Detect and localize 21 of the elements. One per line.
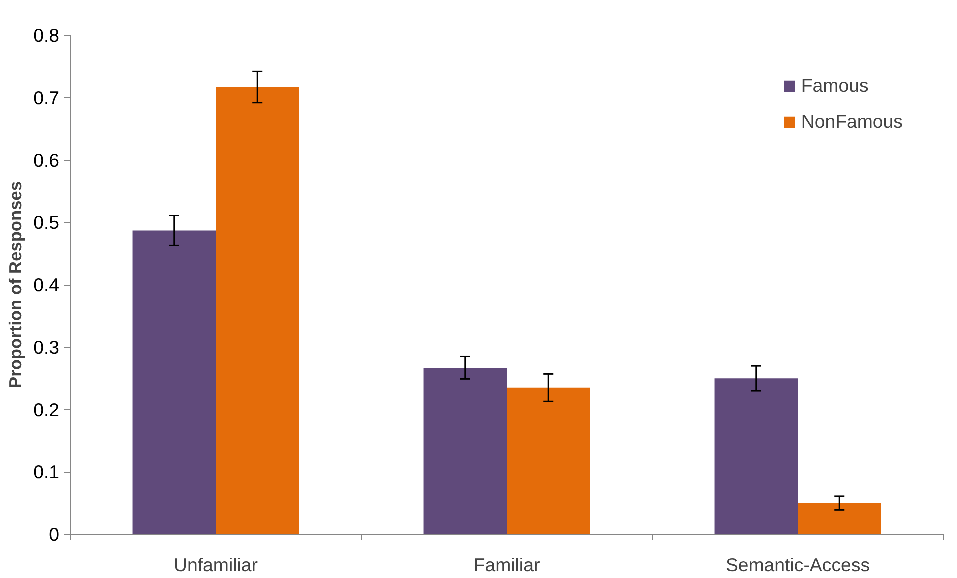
y-tick-label: 0 <box>49 524 60 545</box>
x-tick-label: Semantic-Access <box>726 554 870 576</box>
y-tick-label: 0.8 <box>34 25 60 46</box>
y-tick-label: 0.6 <box>34 150 60 171</box>
bar <box>424 368 507 534</box>
x-tick-label: Familiar <box>474 554 540 576</box>
bar <box>798 503 882 534</box>
y-tick-label: 0.5 <box>34 212 60 234</box>
legend-label: NonFamous <box>801 111 903 133</box>
bar <box>507 388 590 534</box>
y-tick-label: 0.7 <box>34 87 60 108</box>
y-tick-label: 0.1 <box>34 462 60 483</box>
bar <box>216 87 300 534</box>
y-tick-label: 0.3 <box>34 336 60 358</box>
y-tick-label: 0.2 <box>34 399 60 420</box>
bar <box>714 378 798 534</box>
y-tick-label: 0.4 <box>34 274 60 296</box>
x-tick-label: Unfamiliar <box>174 554 258 576</box>
bar <box>132 230 216 534</box>
legend-label: Famous <box>801 75 869 97</box>
y-axis-title: Proportion of Responses <box>6 181 26 388</box>
